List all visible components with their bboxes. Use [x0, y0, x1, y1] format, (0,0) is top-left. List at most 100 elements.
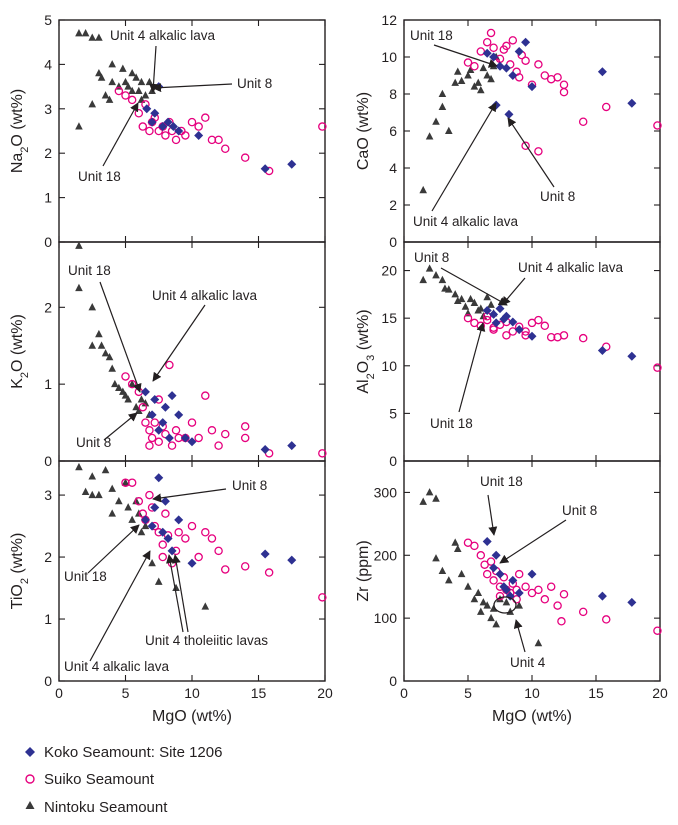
suiko-point — [601, 102, 611, 112]
y-tick-label: 1 — [44, 611, 52, 627]
suiko-point — [540, 71, 550, 80]
nintoku-point — [75, 122, 83, 130]
suiko-point — [181, 534, 190, 543]
annotation-label: Unit 18 — [78, 169, 121, 184]
koko-point — [508, 575, 518, 585]
suiko-point — [578, 333, 588, 343]
annotation-label: Unit 8 — [540, 189, 575, 204]
nintoku-point — [425, 264, 434, 272]
koko-point — [504, 109, 514, 119]
koko-point — [147, 117, 157, 127]
nintoku-point — [95, 329, 103, 338]
suiko-point — [470, 541, 479, 551]
suiko-point — [145, 441, 154, 450]
suiko-point — [534, 585, 543, 595]
koko-point — [140, 515, 150, 525]
annotation-arrow — [513, 619, 526, 653]
nintoku-point — [121, 478, 130, 486]
y-tick-label: 10 — [381, 49, 397, 65]
annotation-label: Unit 4 alkalic lava — [518, 260, 624, 275]
suiko-point — [653, 363, 662, 372]
nintoku-point — [438, 275, 447, 284]
nintoku-point — [470, 298, 479, 306]
y-tick-label: 5 — [44, 12, 52, 28]
nintoku-point — [88, 341, 97, 349]
y-tick-label: 2 — [389, 197, 397, 213]
nintoku-point — [154, 577, 163, 585]
y-tick-label: 200 — [374, 547, 398, 563]
nintoku-point — [97, 73, 106, 81]
nintoku-point — [124, 503, 132, 511]
suiko-point — [463, 313, 473, 323]
suiko-point — [187, 418, 197, 427]
suiko-point — [578, 117, 588, 127]
nintoku-point — [457, 569, 466, 578]
nintoku-point — [438, 102, 447, 110]
suiko-point — [161, 131, 170, 140]
koko-point — [514, 46, 524, 56]
annotation-arrow — [458, 322, 486, 413]
nintoku-point — [432, 494, 440, 502]
nintoku-point — [477, 86, 485, 94]
suiko-point — [508, 36, 518, 45]
nintoku-point — [483, 292, 491, 301]
nintoku-point — [451, 78, 459, 86]
x-tick-label: 15 — [588, 685, 604, 701]
suiko-point — [214, 441, 223, 450]
koko-point — [147, 521, 157, 531]
suiko-point — [220, 144, 230, 154]
koko-point — [491, 318, 501, 328]
nintoku-point — [432, 554, 440, 562]
plot-frame — [403, 19, 661, 243]
nintoku-point — [137, 395, 146, 403]
suiko-point — [167, 441, 177, 450]
koko-point — [508, 71, 518, 80]
nintoku-point — [128, 86, 136, 95]
suiko-point — [495, 591, 505, 601]
koko-point — [514, 325, 524, 335]
suiko-point — [154, 437, 163, 447]
annotation-label: Unit 8 — [232, 478, 267, 493]
y-tick-label: 8 — [389, 86, 397, 102]
annotation-label: Unit 4 alkalic lava — [110, 28, 216, 43]
koko-point — [154, 82, 164, 92]
x-tick-label: 20 — [317, 685, 333, 701]
nintoku-point — [461, 302, 470, 310]
koko-point — [597, 346, 607, 356]
koko-point — [514, 588, 524, 598]
y-axis-label: K2O (wt%) — [9, 314, 31, 389]
suiko-point — [158, 552, 167, 562]
nintoku-point — [124, 395, 132, 403]
nintoku-point — [101, 349, 110, 357]
koko-point — [140, 387, 150, 397]
y-tick-label: 0 — [44, 453, 52, 469]
suiko-point — [521, 582, 530, 591]
suiko-point — [207, 534, 217, 543]
koko-point — [527, 331, 537, 341]
suiko-point — [138, 509, 148, 518]
nintoku-point — [88, 33, 97, 41]
suiko-point — [489, 43, 498, 53]
legend-marker-nintoku — [25, 801, 35, 809]
nintoku-point — [81, 29, 90, 37]
suiko-point — [559, 80, 569, 90]
annotation-arrow — [433, 44, 498, 68]
suiko-point — [127, 478, 137, 487]
suiko-point — [150, 418, 160, 427]
nintoku-point — [95, 33, 103, 41]
suiko-point — [171, 426, 181, 435]
y-tick-label: 0 — [44, 673, 52, 689]
nintoku-point — [487, 613, 495, 622]
nintoku-point — [108, 60, 116, 68]
nintoku-point — [115, 496, 123, 505]
x-tick-label: 20 — [652, 685, 668, 701]
suiko-point — [534, 60, 543, 69]
legend-marker-koko — [25, 747, 35, 757]
panel-al2o3: 0 5 10 15 20 Al2O3 (wt%) Unit 8 Unit 4 alkalic … — [355, 241, 662, 469]
y-axis-label: Na2O (wt%) — [9, 89, 31, 173]
nintoku-point — [128, 515, 136, 523]
nintoku-point — [479, 63, 488, 72]
nintoku-point — [502, 598, 511, 606]
nintoku-point — [135, 86, 143, 95]
suiko-point — [482, 37, 492, 47]
